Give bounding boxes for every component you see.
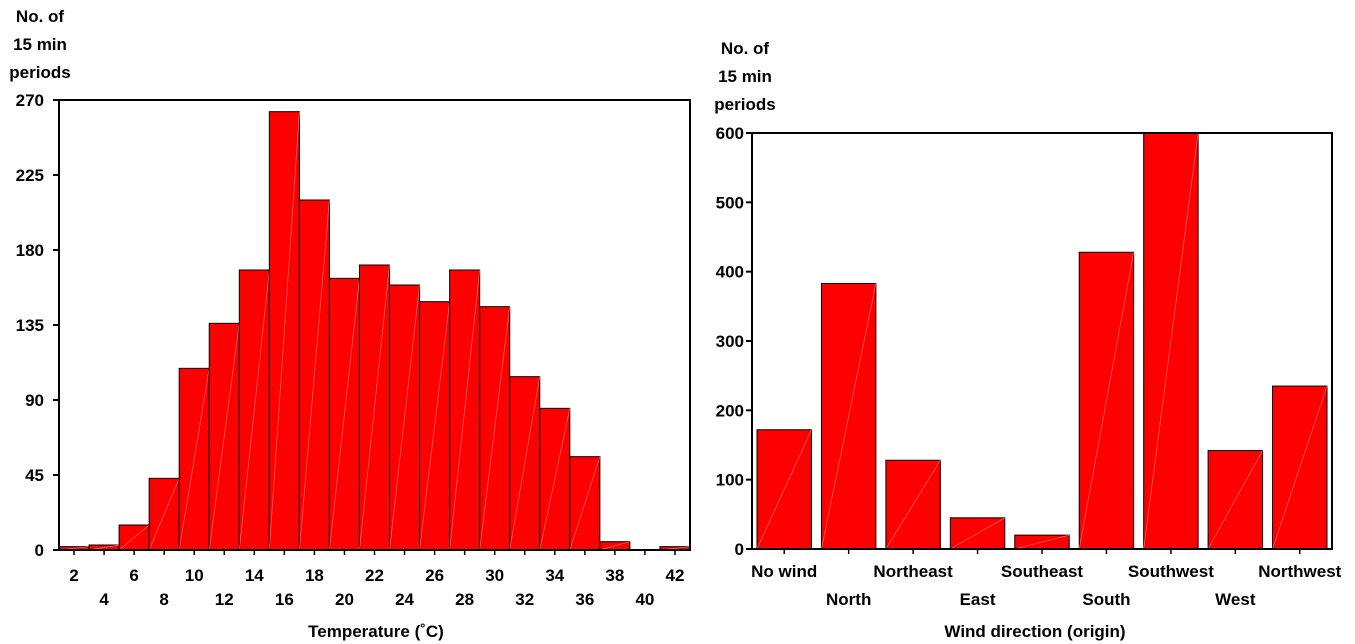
temp-xtick-label: 38: [605, 566, 624, 585]
wind-ytick-label: 200: [716, 401, 744, 420]
temp-ytick-label: 45: [25, 466, 44, 485]
temp-ylabel-line1: No. of: [16, 7, 64, 26]
temp-ytick-label: 90: [25, 391, 44, 410]
temp-xtick-label: 32: [515, 590, 534, 609]
wind-ytick-label: 500: [716, 193, 744, 212]
temp-xtick-label: 8: [159, 590, 168, 609]
temp-bar-shade: [118, 524, 150, 551]
wind-xtick-label: No wind: [751, 562, 817, 581]
temp-xtick-label: 22: [365, 566, 384, 585]
temp-ytick-label: 180: [16, 241, 44, 260]
temp-xtick-label: 16: [275, 590, 294, 609]
wind-bar-shade: [1143, 132, 1199, 550]
wind-xtick-label: North: [826, 590, 871, 609]
wind-y-axis: 0 100 200 300 400 500 600: [716, 124, 752, 559]
wind-ylabel-line3: periods: [714, 95, 775, 114]
wind-xtick-label: Northeast: [873, 562, 953, 581]
wind-bar-shade: [950, 517, 1005, 550]
temp-xtick-label: 4: [99, 590, 109, 609]
wind-ytick-label: 300: [716, 332, 744, 351]
wind-bar-shade: [885, 460, 941, 550]
temp-xtick-label: 10: [185, 566, 204, 585]
temp-ytick-label: 270: [16, 91, 44, 110]
wind-bar-shade: [821, 283, 877, 550]
temp-xtick-label: 42: [666, 566, 685, 585]
wind-xtick-label: East: [960, 590, 996, 609]
wind-bar-shade: [1078, 252, 1135, 550]
temp-bar-shade: [359, 264, 390, 551]
temp-xtick-label: 36: [575, 590, 594, 609]
temp-xtick-label: 20: [335, 590, 354, 609]
temp-bar-shade: [208, 323, 240, 551]
temp-xlabel: Temperature (˚C): [308, 622, 444, 641]
wind-xlabel: Wind direction (origin): [944, 622, 1125, 641]
temp-x-axis: 2 6 10 14 18 22 26 30 34 38 424 8 12 16 20 24 28 32 36 40: [69, 550, 684, 609]
temp-bar-shade: [148, 478, 180, 551]
temp-bar-shade: [238, 269, 270, 551]
wind-xtick-label: South: [1082, 590, 1130, 609]
temp-xtick-label: 40: [635, 590, 654, 609]
temp-plot-frame: [58, 99, 691, 551]
temp-xtick-label: 12: [215, 590, 234, 609]
temp-bar-shade: [329, 278, 360, 551]
temp-xtick-label: 34: [545, 566, 564, 585]
temp-xtick-label: 28: [455, 590, 474, 609]
temp-bar-shade: [449, 269, 481, 551]
temp-xtick-label: 14: [245, 566, 264, 585]
temp-xtick-label: 30: [485, 566, 504, 585]
temp-ytick-label: 135: [16, 316, 44, 335]
temp-xtick-label: 24: [395, 590, 414, 609]
wind-xtick-label: Southeast: [1001, 562, 1084, 581]
temp-bar-shade: [178, 368, 210, 551]
wind-ylabel-line1: No. of: [721, 39, 769, 58]
wind-plot-frame: [751, 132, 1333, 550]
temp-xtick-label: 6: [129, 566, 138, 585]
temperature-chart: No. of 15 min periods 04590135180225270 …: [9, 7, 691, 641]
wind-ylabel-line2: 15 min: [718, 67, 772, 86]
temp-ylabel-line2: 15 min: [13, 35, 67, 54]
wind-xtick-label: Southwest: [1128, 562, 1214, 581]
temp-bar-shade: [479, 306, 511, 551]
temp-ytick-label: 225: [16, 166, 44, 185]
temp-bar-shade: [539, 408, 571, 551]
temp-ytick-label: 0: [35, 541, 44, 560]
temp-xtick-label: 18: [305, 566, 324, 585]
temp-bars: [58, 111, 691, 551]
temp-bar-shade: [509, 376, 541, 551]
wind-bar-shade: [756, 429, 812, 550]
wind-bars: [756, 132, 1328, 550]
wind-bar-shade: [1207, 450, 1263, 550]
temp-bar-shade: [419, 301, 450, 551]
wind-direction-chart: No. of 15 min periods 0 100 200 300 400 500 60…: [714, 39, 1341, 641]
wind-ytick-label: 400: [716, 263, 744, 282]
wind-x-axis: No wind Northeast Southeast Southwest Northw…: [751, 549, 1342, 609]
temp-xtick-label: 2: [69, 566, 78, 585]
temp-xtick-label: 26: [425, 566, 444, 585]
wind-ytick-label: 600: [716, 124, 744, 143]
wind-xtick-label: West: [1215, 590, 1256, 609]
temp-y-axis: 0 45 90 135 180 225 270: [16, 91, 59, 560]
wind-bar-shade: [1272, 385, 1328, 550]
wind-ytick-label: 0: [735, 540, 744, 559]
temp-bar-shade: [389, 284, 420, 551]
temp-bar-shade: [268, 111, 300, 551]
temp-bar-shade: [569, 456, 601, 551]
wind-bar-shade: [1014, 534, 1070, 550]
temp-ylabel-line3: periods: [9, 63, 70, 82]
temp-bar-shade: [299, 199, 330, 551]
temp-bar-shade: [599, 541, 630, 551]
wind-xtick-label: Northwest: [1258, 562, 1341, 581]
wind-ytick-label: 100: [716, 471, 744, 490]
